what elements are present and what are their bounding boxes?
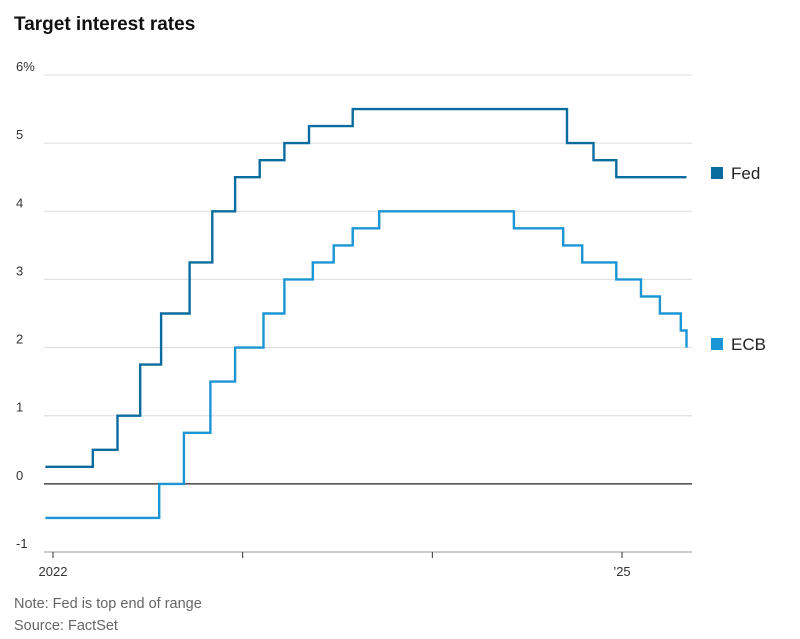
y-tick-label: -1 bbox=[16, 536, 28, 551]
chart-source: Source: FactSet bbox=[14, 618, 118, 634]
y-tick-label: 4 bbox=[16, 195, 23, 210]
chart-title: Target interest rates bbox=[14, 14, 196, 35]
axis-layer: -1 0 1 2 3 4 5 6% 2022 ’25 bbox=[16, 59, 631, 579]
series-line-fed bbox=[45, 107, 687, 468]
y-tick-label: 5 bbox=[16, 127, 23, 142]
legend-swatch-fed bbox=[711, 167, 723, 179]
series-line-ecb bbox=[45, 210, 688, 520]
y-tick-label: 1 bbox=[16, 400, 23, 415]
legend-layer: Fed ECB bbox=[711, 164, 766, 354]
grid-layer bbox=[44, 74, 692, 553]
chart-footnote: Note: Fed is top end of range bbox=[14, 596, 202, 612]
series-layer bbox=[45, 107, 688, 520]
legend-swatch-ecb bbox=[711, 338, 723, 350]
y-tick-label: 2 bbox=[16, 332, 23, 347]
x-tick-label: ’25 bbox=[613, 564, 630, 579]
y-tick-label: 3 bbox=[16, 263, 23, 278]
y-tick-label: 6% bbox=[16, 59, 35, 74]
y-tick-label: 0 bbox=[16, 468, 23, 483]
legend-label-fed: Fed bbox=[731, 164, 760, 183]
legend-label-ecb: ECB bbox=[731, 335, 766, 354]
x-tick-label: 2022 bbox=[39, 564, 68, 579]
